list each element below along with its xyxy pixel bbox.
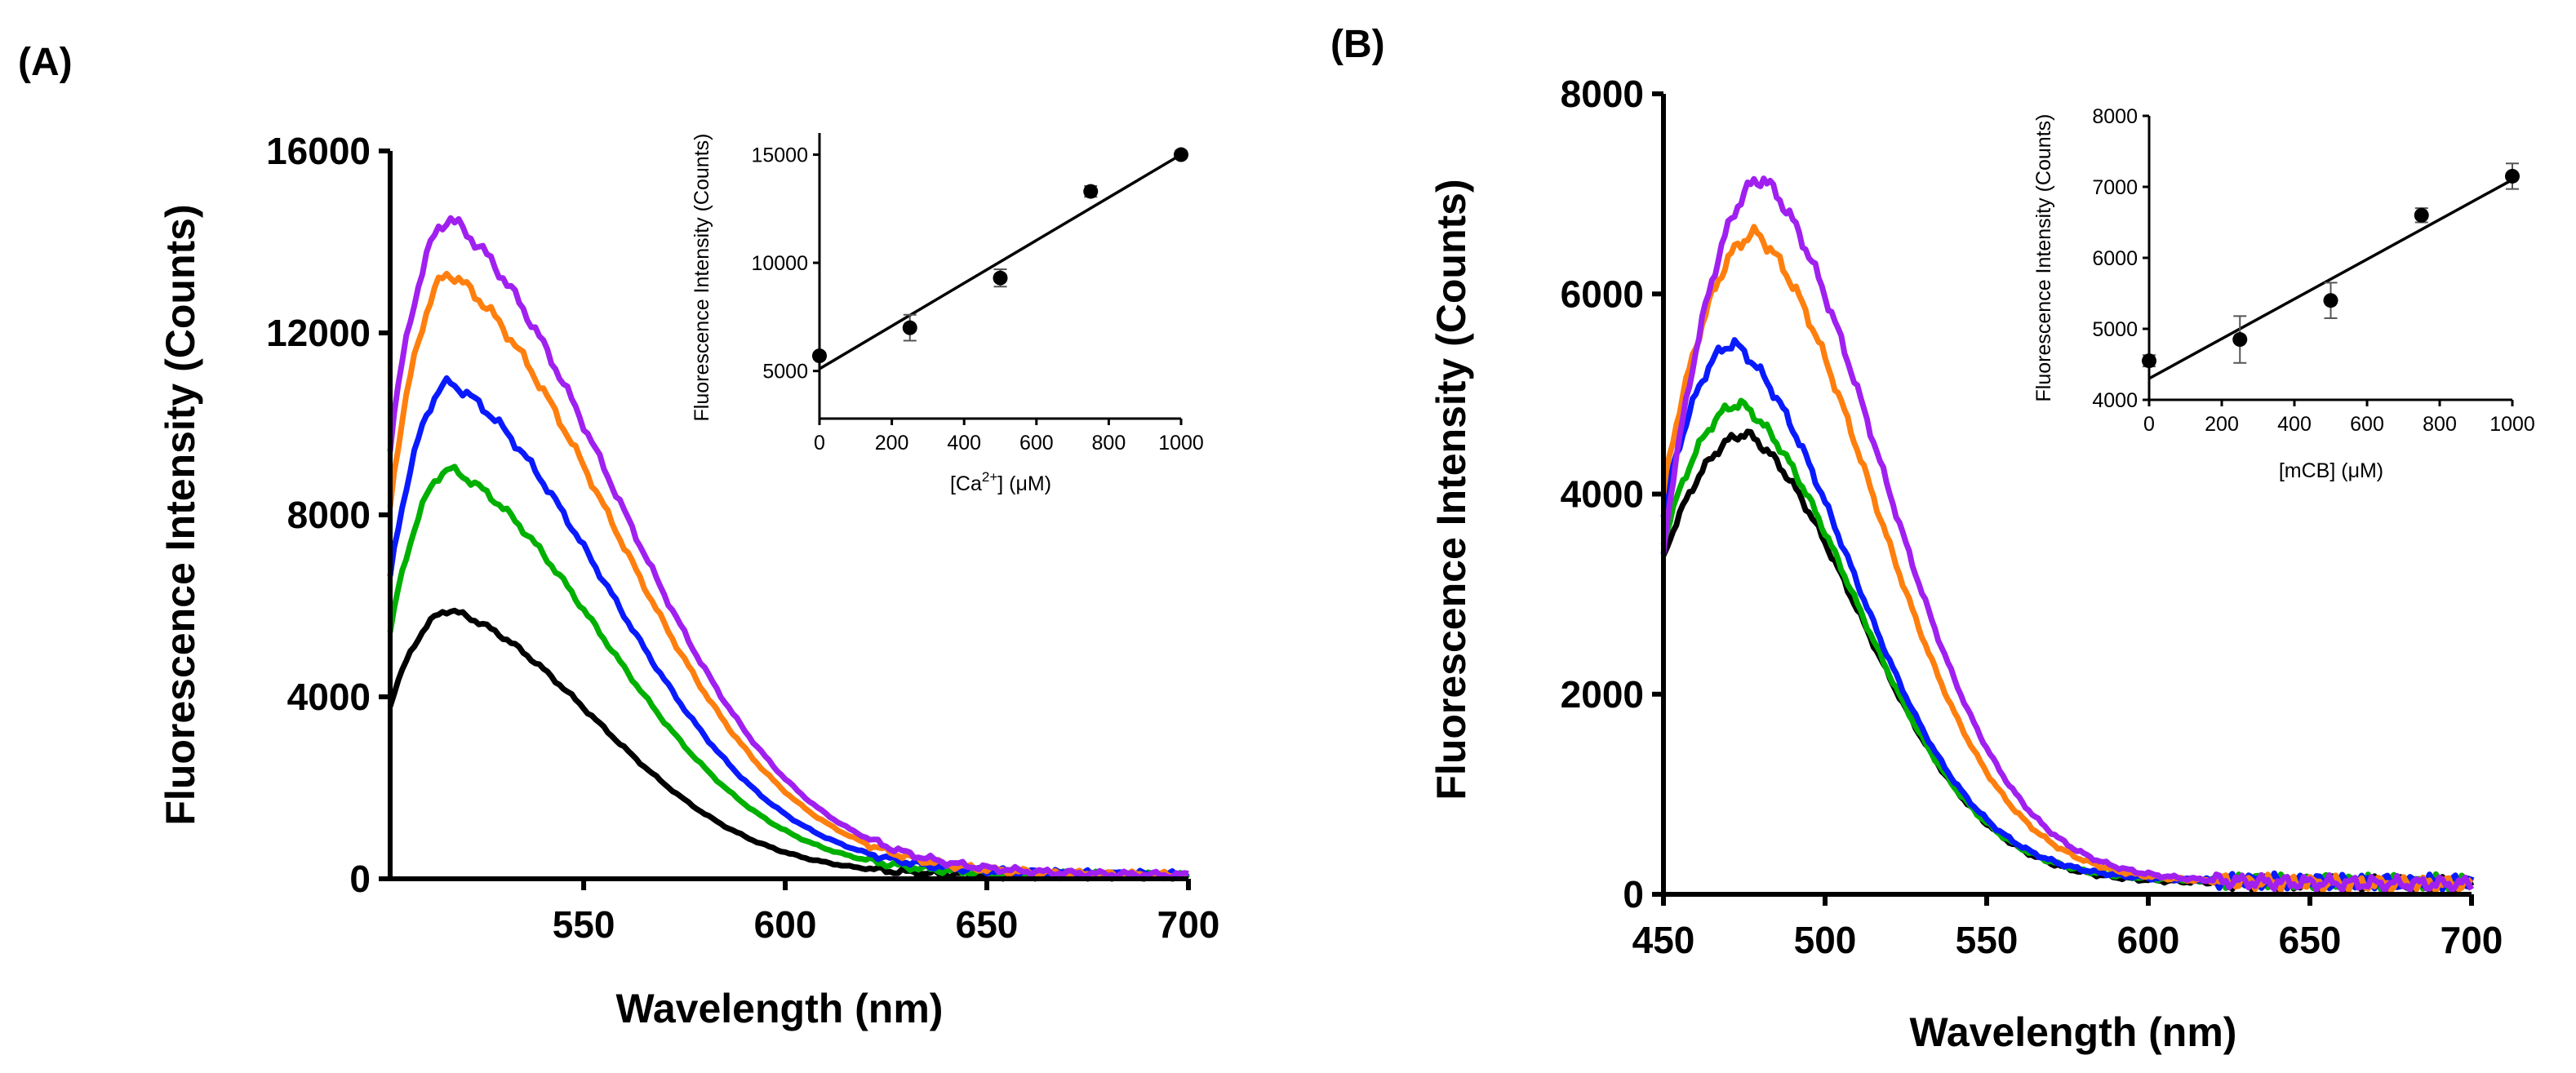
inset-data-point [1083,184,1099,199]
x-tick-label: 450 [1632,919,1695,961]
spectrum-line-blue [387,375,1190,881]
inset-data-point [1174,147,1188,162]
spectrum-line-orange [1660,224,2474,893]
panel-b-inset-axes [2147,116,2512,401]
spectrum-line-black [1660,428,2475,895]
x-tick-label: 700 [1157,903,1220,946]
panel-a-inset: 5000 10000 15000 0 200 400 600 800 1000 Fluores… [691,133,1204,495]
x-tick-label: 550 [1956,919,2019,961]
panel-b-x-axis-title: Wavelength (nm) [1910,1009,2237,1055]
inset-data-point [993,270,1008,286]
inset-y-tick-label: 5000 [762,361,808,384]
spectrum-line-purple [1660,175,2475,894]
panel-a-inset-fit-group [819,153,1182,370]
inset-y-tick-label: 15000 [751,144,808,167]
x-tick-label: 600 [754,903,817,946]
panel-b-series-group [1660,175,2475,895]
panel-b-y-axis-title: Fluorescence Intensity (Counts) [1428,179,1474,800]
panel-a-inset-x-title-end: ] (μM) [997,472,1051,495]
panel-b-x-ticks: 450 500 550 600 650 700 [1632,894,2503,961]
spectrum-line-purple [387,215,1189,881]
inset-x-tick-label: 1000 [2489,413,2535,436]
panel-a-inset-x-axis-title: [Ca2+] (μM) [950,469,1051,495]
inset-x-tick-label: 600 [2350,413,2384,436]
x-tick-label: 600 [2117,919,2180,961]
inset-data-point [2414,207,2429,223]
panel-b-inset-points [2142,162,2520,369]
y-tick-label: 8000 [287,494,371,536]
inset-x-tick-label: 800 [1092,432,1126,454]
inset-y-tick-label: 7000 [2092,176,2138,199]
y-tick-label: 2000 [1561,673,1644,716]
panel-a-inset-x-ticks: 0 200 400 600 800 1000 [814,419,1204,454]
y-tick-label: 6000 [1561,273,1644,315]
inset-y-tick-label: 8000 [2092,105,2138,128]
inset-x-tick-label: 0 [2143,413,2155,436]
panel-b-inset-x-title-main: [mCB] (μM) [2279,459,2383,482]
y-tick-label: 4000 [287,676,371,718]
panel-a-y-axis-title: Fluorescence Intensity (Counts) [158,204,203,825]
y-tick-label: 12000 [266,312,371,354]
inset-fit-line [2148,178,2513,380]
panel-b-inset: 4000 5000 6000 7000 8000 0 200 400 600 800 1000 F… [2032,105,2535,482]
panel-a-inset-x-title-main: [Ca [950,472,982,495]
x-tick-label: 500 [1794,919,1857,961]
panel-b-inset-fit-group [2148,178,2513,380]
panel-b-label: (B) [1330,23,1385,66]
inset-x-tick-label: 800 [2423,413,2457,436]
inset-y-tick-label: 10000 [751,252,808,275]
inset-x-tick-label: 400 [2277,413,2312,436]
panel-a-label: (A) [18,41,73,84]
panel-b-inset-x-ticks: 0 200 400 600 800 1000 [2143,400,2535,436]
x-tick-label: 650 [2279,919,2342,961]
y-tick-label: 4000 [1561,473,1644,516]
inset-data-point [2323,293,2338,308]
x-tick-label: 550 [553,903,615,946]
spectrum-line-orange [387,270,1189,881]
panel-b-inset-y-ticks: 4000 5000 6000 7000 8000 [2092,105,2149,412]
y-tick-label: 16000 [266,130,371,172]
panel-b-inset-y-axis-title: Fluorescence Intensity (Counts) [2032,114,2055,402]
inset-y-tick-label: 6000 [2092,247,2138,270]
inset-data-point [902,320,917,335]
inset-x-tick-label: 600 [1019,432,1054,454]
y-tick-label: 0 [349,858,371,900]
panel-a-inset-y-ticks: 5000 10000 15000 [751,144,819,384]
inset-y-tick-label: 4000 [2092,389,2138,412]
inset-y-tick-label: 5000 [2092,318,2138,341]
panel-a-y-ticks: 0 4000 8000 12000 16000 [266,130,390,900]
y-tick-label: 0 [1623,873,1644,916]
x-tick-label: 650 [956,903,1019,946]
inset-x-tick-label: 0 [814,432,825,454]
inset-x-tick-label: 200 [2205,413,2239,436]
inset-x-tick-label: 200 [875,432,909,454]
inset-fit-line [819,153,1182,370]
inset-x-tick-label: 400 [947,432,981,454]
x-tick-label: 700 [2441,919,2503,961]
panel-b-y-ticks: 0 2000 4000 6000 8000 [1561,73,1663,916]
panel-a-inset-y-axis-title: Fluorescence Intensity (Counts) [691,134,713,422]
inset-data-point [2505,168,2520,184]
y-tick-label: 8000 [1561,73,1644,115]
panel-a-series-group [387,215,1190,882]
inset-x-tick-label: 1000 [1158,432,1204,454]
panel-a-inset-points [812,147,1188,364]
panel-b-inset-x-axis-title: [mCB] (μM) [2279,459,2383,482]
spectrum-line-black [387,607,1189,882]
panel-a-x-ticks: 550 600 650 700 [553,879,1220,946]
panel-a-x-axis-title: Wavelength (nm) [616,986,944,1031]
panel-a-inset-x-title-superscript: 2+ [982,469,997,485]
inset-data-point [2232,332,2248,348]
